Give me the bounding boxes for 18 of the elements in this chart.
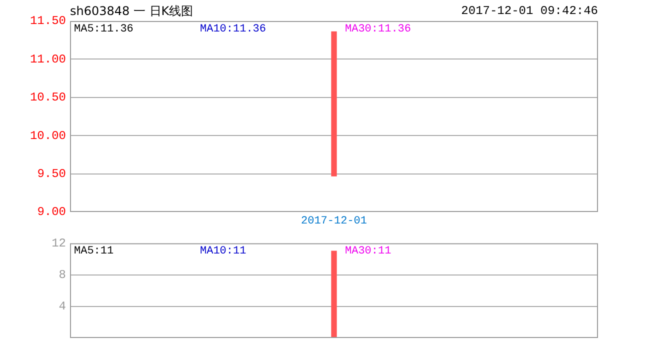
annotation: MA10:11 [200,246,247,258]
y-tick-label: 11.50 [30,14,66,28]
y-tick-label: 4 [58,300,66,314]
annotation: MA5:11 [74,246,114,258]
annotation: MA10:11.36 [200,23,266,36]
annotation: MA30:11.36 [345,23,412,36]
annotation: MA30:11 [345,246,392,258]
y-tick-label: 10.00 [30,128,66,143]
chart-subtitle: 2017-12-01 09:42:46 [461,4,598,18]
annotation: MA5:11.36 [74,23,134,36]
chart-title: sh603848 一 日K线图 [70,3,194,20]
y-tick-label: 10.50 [30,90,66,105]
x-tick-label: 2017-12-01 [300,216,368,228]
y-tick-label: 9.00 [37,205,66,220]
y-tick-label: 12 [52,236,66,250]
y-tick-label: 8 [58,268,66,282]
y-tick-label: 11.00 [30,52,66,66]
y-tick-label: 9.50 [37,166,66,181]
